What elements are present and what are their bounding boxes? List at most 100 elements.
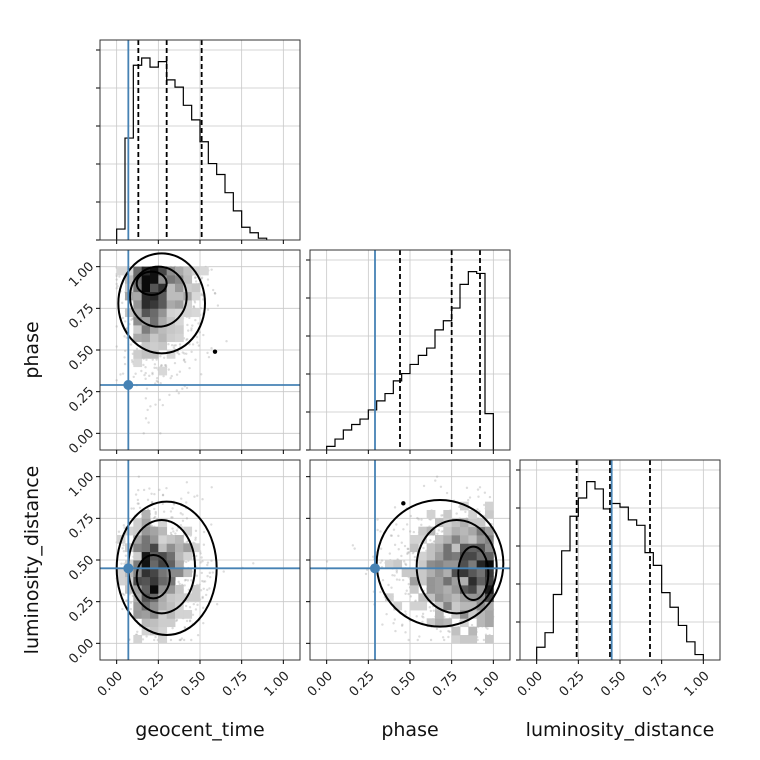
density-cell — [141, 560, 151, 569]
density-cell — [175, 291, 184, 301]
sample-point — [476, 488, 480, 491]
density-cell — [166, 325, 176, 334]
sample-point — [118, 275, 121, 278]
density-cell — [133, 551, 143, 561]
panel-phase__luminosity_distance — [310, 460, 510, 660]
sample-point — [188, 316, 191, 320]
density-cell — [443, 535, 453, 544]
sample-point — [185, 338, 188, 342]
sample-point — [391, 574, 394, 577]
density-cell — [175, 543, 184, 553]
density-cell — [468, 610, 478, 619]
density-cell — [166, 300, 176, 309]
density-cell — [150, 618, 159, 628]
sample-point — [407, 638, 410, 642]
truth-marker — [123, 380, 134, 390]
sample-point — [188, 619, 192, 623]
sample-point — [414, 599, 417, 602]
sample-point — [196, 341, 199, 344]
density-cell — [158, 576, 168, 586]
density-cell — [476, 576, 486, 586]
density-cell — [166, 551, 176, 561]
sample-point — [381, 623, 384, 626]
sample-point — [200, 373, 203, 376]
density-cell — [133, 526, 143, 536]
sample-point — [210, 559, 213, 562]
density-cell — [476, 618, 486, 628]
density-cell — [443, 551, 453, 561]
density-cell — [175, 551, 184, 561]
density-cell — [158, 316, 168, 326]
sample-point — [413, 555, 417, 559]
sample-point — [185, 501, 188, 504]
density-cell — [141, 618, 151, 628]
density-cell — [451, 518, 461, 528]
sample-point — [483, 503, 486, 507]
sample-point — [174, 344, 177, 347]
density-cell — [435, 560, 444, 569]
density-cell — [451, 626, 461, 636]
density-cell — [166, 291, 176, 301]
panel-geocent_time__phase — [100, 250, 300, 450]
sample-point — [188, 366, 191, 370]
x-tick-label: 0.50 — [388, 669, 419, 700]
sample-point — [172, 530, 175, 533]
density-cell — [451, 568, 461, 578]
sample-point — [199, 589, 203, 592]
sample-point — [215, 603, 219, 606]
density-cell — [150, 535, 159, 544]
density-cell — [191, 585, 201, 594]
sample-point — [465, 486, 469, 490]
sample-point — [407, 551, 411, 554]
sample-point — [202, 621, 205, 625]
density-cell — [476, 560, 486, 569]
density-cell — [175, 266, 184, 276]
sample-point — [401, 623, 404, 626]
density-cell — [133, 333, 143, 343]
sample-point — [420, 523, 423, 527]
sample-point — [188, 343, 191, 346]
sample-point — [201, 498, 204, 501]
sample-point — [202, 587, 205, 590]
density-cell — [183, 291, 193, 301]
sample-point — [161, 493, 165, 497]
sample-point — [447, 629, 450, 633]
sample-point — [169, 376, 172, 380]
sample-point — [136, 630, 139, 633]
density-cell — [166, 275, 176, 284]
sample-point — [150, 524, 154, 528]
sample-point — [488, 495, 492, 499]
sample-point — [406, 551, 409, 554]
sample-point — [136, 498, 140, 502]
sample-point — [421, 612, 425, 616]
density-cell — [451, 551, 461, 561]
density-cell — [175, 300, 184, 309]
sample-point — [148, 487, 151, 490]
sample-point — [155, 366, 158, 370]
sample-point — [422, 616, 425, 619]
contour-line — [457, 545, 490, 601]
sample-point — [412, 530, 416, 534]
sample-point — [158, 398, 162, 402]
sample-point — [125, 599, 128, 602]
sample-point — [206, 284, 210, 287]
sample-point — [380, 559, 384, 562]
density-cell — [141, 610, 151, 619]
density-cell — [175, 593, 184, 603]
sample-point — [115, 379, 118, 382]
sample-point — [145, 387, 149, 390]
sample-point — [115, 325, 118, 328]
sample-point — [404, 592, 407, 595]
sample-point — [439, 485, 443, 488]
sample-point — [171, 527, 174, 530]
sample-point — [130, 507, 133, 510]
sample-point — [393, 618, 396, 621]
sample-point — [155, 358, 158, 361]
sample-point — [185, 481, 189, 484]
sample-point — [210, 346, 213, 350]
density-cell — [158, 593, 168, 603]
sample-point — [171, 507, 174, 510]
y-tick-label: 1.00 — [66, 469, 97, 500]
density-cell — [418, 576, 428, 586]
sample-point — [161, 403, 165, 407]
